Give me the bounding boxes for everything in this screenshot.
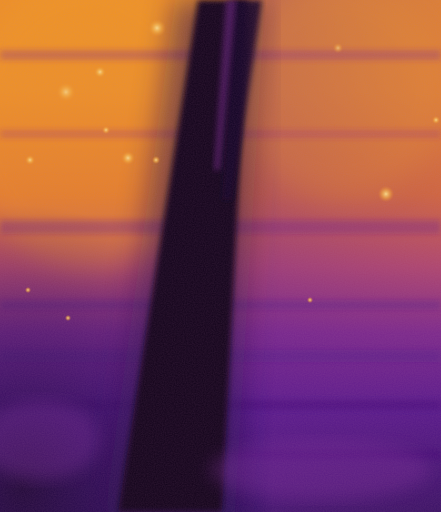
thermal-image-frame — [0, 0, 441, 512]
sensor-noise — [0, 0, 441, 512]
thermal-image — [0, 0, 441, 512]
